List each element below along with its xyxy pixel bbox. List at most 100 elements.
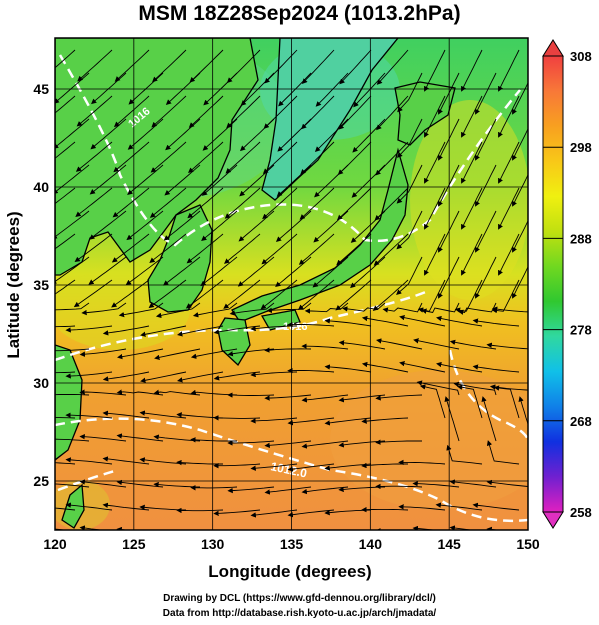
streamline <box>472 502 520 511</box>
credit-data-source: Data from http://database.rish.kyoto-u.a… <box>162 608 437 619</box>
streamline <box>298 233 335 265</box>
streamline <box>481 396 497 442</box>
x-tick-label: 145 <box>437 536 461 552</box>
streamline <box>102 325 150 336</box>
streamline <box>338 95 372 130</box>
streamline <box>350 256 386 289</box>
streamline <box>396 210 423 250</box>
streamline <box>89 164 127 195</box>
streamline <box>424 49 446 92</box>
streamline <box>65 457 113 465</box>
streamline <box>201 210 238 242</box>
streamline <box>375 527 381 530</box>
streamline <box>416 380 460 396</box>
streamline <box>424 187 446 230</box>
streamline <box>275 256 312 288</box>
streamline <box>227 440 275 446</box>
streamline <box>153 529 159 530</box>
streamline <box>475 72 497 115</box>
streamline <box>79 434 127 442</box>
colorbar-top-arrow <box>542 39 564 57</box>
streamline <box>351 164 386 198</box>
streamline <box>396 256 423 295</box>
streamline <box>74 233 113 263</box>
streamline <box>472 318 520 327</box>
streamline <box>55 210 90 240</box>
streamline <box>165 118 201 151</box>
streamline <box>375 439 422 445</box>
streamline <box>444 396 460 442</box>
streamline <box>65 412 113 419</box>
streamline <box>456 384 483 419</box>
colorbar-scale <box>542 55 564 513</box>
streamline <box>188 95 224 128</box>
plot-frame <box>54 37 529 531</box>
streamline <box>227 392 275 398</box>
streamline <box>250 509 298 518</box>
streamline <box>250 463 298 471</box>
colorbar-tick-label: 258 <box>570 505 592 520</box>
streamline <box>190 485 238 491</box>
streamline <box>125 256 164 286</box>
streamline <box>339 49 372 85</box>
streamline <box>111 279 150 308</box>
streamline <box>155 302 201 319</box>
streamline <box>475 256 497 299</box>
streamline <box>186 233 224 264</box>
streamline <box>361 361 409 373</box>
x-tick-label: 120 <box>43 536 67 552</box>
streamline <box>486 440 520 465</box>
streamline <box>276 164 312 197</box>
streamline <box>413 338 460 350</box>
streamline <box>301 49 335 85</box>
streamline <box>264 486 312 495</box>
temperature-field: 1012.0 1016 1016 <box>55 38 528 534</box>
streamline <box>55 118 90 149</box>
streamline <box>350 210 386 243</box>
streamline <box>424 141 446 184</box>
streamline <box>266 302 312 314</box>
streamline <box>518 396 528 426</box>
streamline <box>165 72 201 106</box>
streamline <box>55 371 76 374</box>
streamline <box>461 233 483 276</box>
streamline <box>340 533 385 534</box>
streamline <box>192 302 238 318</box>
streamline <box>491 306 528 313</box>
streamline <box>264 394 312 401</box>
streamline <box>76 95 113 127</box>
streamline <box>151 95 187 128</box>
streamline <box>475 118 497 161</box>
streamline <box>486 342 528 350</box>
streamline <box>237 256 275 287</box>
lat-lon-grid <box>55 38 528 530</box>
streamline <box>127 118 164 150</box>
colorbar-ticks: 258 268 278 288 298 308 <box>543 49 592 520</box>
y-tick-label: 35 <box>33 277 49 293</box>
streamline <box>399 360 446 373</box>
streamline <box>128 72 164 105</box>
streamline <box>491 279 520 314</box>
y-axis-ticks: 25 30 35 40 45 <box>33 81 49 489</box>
colorbar-bottom-arrow <box>542 511 564 529</box>
streamline <box>117 348 164 360</box>
streamline <box>454 279 483 313</box>
streamline <box>102 371 150 382</box>
streamline <box>111 233 150 263</box>
streamline <box>102 410 150 419</box>
streamline <box>498 233 520 276</box>
streamline <box>190 348 238 359</box>
streamline <box>162 256 201 286</box>
streamline <box>55 49 76 69</box>
streamline <box>336 233 372 266</box>
streamline <box>55 438 90 442</box>
streamline <box>188 141 224 174</box>
streamline <box>88 256 127 285</box>
x-axis-ticks: 120 125 130 135 140 145 150 <box>43 536 540 552</box>
streamline <box>226 95 261 129</box>
streamline <box>55 164 90 195</box>
streamline <box>239 164 275 197</box>
streamline <box>315 72 349 107</box>
x-tick-label: 150 <box>516 536 540 552</box>
